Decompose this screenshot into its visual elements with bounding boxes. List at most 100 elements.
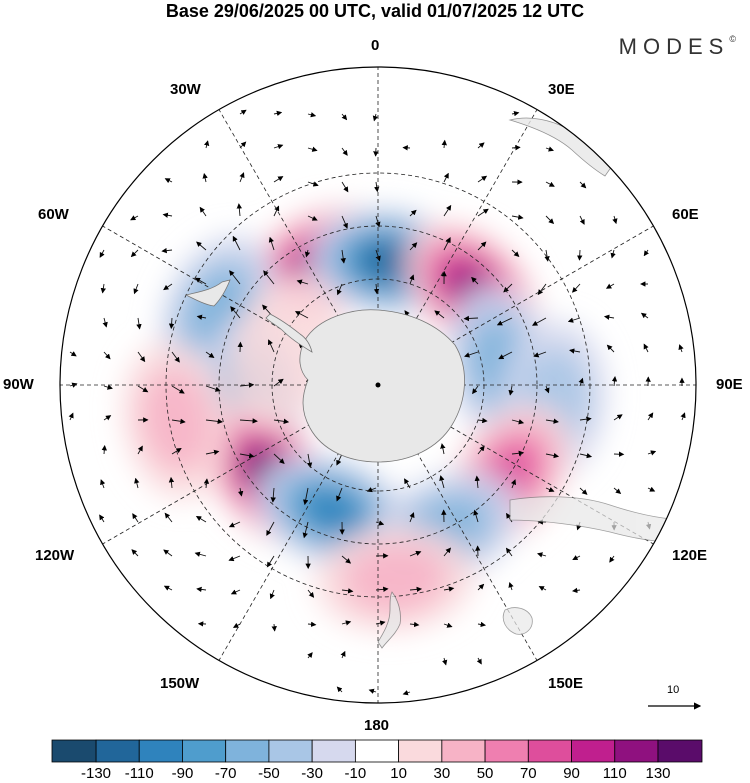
wind-vector [473, 509, 479, 523]
lon-label-30w: 30W [170, 81, 201, 98]
wind-vector [230, 306, 241, 319]
wind-vector [239, 418, 258, 424]
wind-vector [409, 550, 422, 557]
wind-vector [508, 385, 514, 396]
wind-vector [164, 512, 173, 523]
wind-vector [196, 314, 207, 320]
wind-vector [134, 477, 140, 489]
lon-label-90e: 90E [716, 376, 743, 393]
wind-vector [268, 236, 275, 251]
wind-vector [577, 249, 583, 261]
wind-vector [368, 688, 377, 694]
australia-south [509, 496, 696, 543]
wind-vector [511, 419, 525, 425]
colorbar-swatch [527, 739, 572, 763]
wind-vector [239, 452, 255, 459]
wind-vector [294, 311, 309, 319]
wind-vector [307, 215, 318, 221]
colorbar-tick-label: -70 [214, 765, 237, 782]
wind-vector [194, 551, 207, 557]
wind-vector [533, 351, 547, 358]
colorbar-tick-label: -90 [171, 765, 194, 782]
wind-vector [266, 555, 275, 568]
wind-vector [372, 113, 379, 122]
lon-label-120e: 120E [672, 547, 708, 564]
wind-vector [579, 416, 592, 422]
wind-vector [202, 173, 208, 183]
colorbar-tick-label: -10 [344, 765, 367, 782]
wind-vector [545, 452, 560, 459]
wind-vector [232, 622, 241, 628]
wind-vector [409, 274, 415, 285]
wind-vector [545, 487, 555, 492]
wind-vector [273, 205, 280, 217]
lon-label-0: 0 [371, 37, 380, 54]
colorbar-tick-label: -130 [80, 765, 112, 782]
wind-vector [205, 449, 220, 455]
wind-vector [273, 144, 284, 150]
wind-vector [239, 109, 247, 115]
wind-vector [103, 415, 112, 421]
wind-vector [168, 476, 175, 489]
wind-vector [374, 181, 380, 193]
lon-label-180: 180 [364, 717, 390, 734]
wind-vector [375, 620, 386, 626]
wind-vector [273, 453, 285, 464]
wind-vector [476, 657, 482, 665]
wind-vector [307, 181, 319, 187]
wind-vector [307, 589, 315, 598]
wind-vector [130, 249, 139, 258]
wind-vector [340, 650, 346, 659]
colorbar-swatch [484, 739, 529, 763]
wind-vector [273, 378, 284, 387]
wind-vector [537, 283, 547, 296]
wind-vector [273, 176, 284, 183]
wind-vector [336, 453, 343, 466]
wind-vector [511, 214, 524, 220]
wind-vector [477, 241, 487, 251]
lon-label-150w: 150W [160, 675, 200, 692]
wind-vector [477, 445, 485, 455]
wind-vector [443, 204, 452, 217]
map-boundary [59, 66, 697, 704]
wind-vector [131, 549, 139, 557]
wind-vector [606, 344, 615, 353]
reference-vector-label: 10 [667, 684, 680, 696]
wind-vector [647, 412, 654, 421]
wind-vector [472, 385, 479, 395]
wind-vector [336, 487, 343, 502]
lon-label-120w: 120W [35, 547, 75, 564]
wind-vector [302, 521, 309, 539]
wind-vector [102, 317, 108, 328]
wind-vector [477, 417, 488, 424]
wind-vector [477, 621, 487, 628]
wind-vector [229, 270, 241, 285]
wind-vector [101, 444, 107, 455]
wind-vector [544, 385, 550, 394]
wind-vector [643, 249, 650, 257]
antarctic-peninsula [265, 313, 313, 353]
wind-vector [171, 418, 186, 424]
wind-vector [137, 445, 143, 455]
wind-vector [273, 110, 283, 117]
wind-vector [136, 317, 142, 330]
wind-vector [271, 623, 277, 632]
brand-logo: MODES© [619, 34, 736, 60]
wind-vector [168, 317, 175, 330]
wind-vector [409, 512, 415, 523]
wind-vector [69, 351, 77, 357]
colorbar-swatch [95, 739, 140, 763]
south-america-tip [184, 279, 231, 307]
colorbar-swatch [225, 739, 270, 763]
colorbar-swatch [182, 739, 227, 763]
wind-vector [237, 487, 244, 497]
wind-vector [100, 283, 106, 294]
wind-vector [511, 249, 520, 258]
lon-label-60e: 60E [672, 206, 699, 223]
wind-vector [205, 351, 215, 358]
wind-vector [375, 520, 385, 526]
wind-vector [269, 589, 275, 600]
wind-vector [579, 215, 585, 225]
colorbar-low-extension [51, 739, 97, 763]
wind-vector [273, 418, 290, 425]
